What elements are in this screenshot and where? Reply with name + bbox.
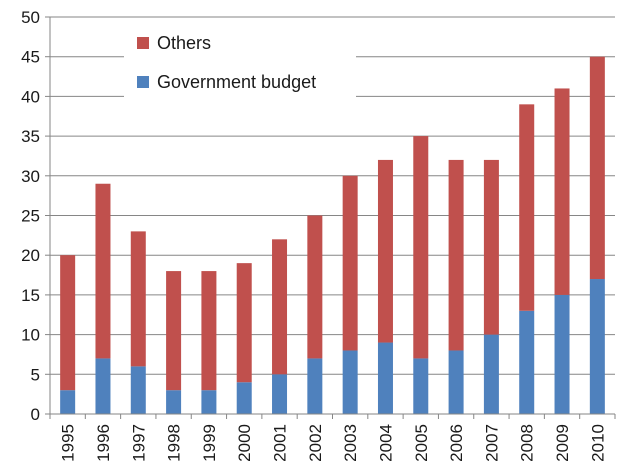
bar-government-budget-2006 [448,350,464,414]
bar-government-budget-2008 [519,310,535,414]
bar-others-2009 [554,88,570,295]
bar-government-budget-1995 [60,390,76,414]
x-tick-label: 2004 [376,424,395,462]
x-tick-label: 2006 [447,424,466,462]
y-tick-label: 0 [31,405,40,424]
x-tick-label: 1997 [129,424,148,462]
bar-government-budget-1996 [95,358,111,414]
bar-government-budget-2003 [342,350,358,414]
bar-others-2003 [342,175,358,351]
bar-others-2004 [377,159,393,343]
x-tick-label: 1996 [94,424,113,462]
bar-government-budget-2009 [554,294,570,414]
y-tick-label: 40 [21,87,40,106]
bar-government-budget-2010 [589,279,605,414]
bar-others-2008 [519,104,535,311]
x-tick-labels: 1995 1996 1997 1998 1999 2000 2001 2002 2003 2004… [59,424,608,462]
bar-government-budget-1997 [130,366,146,414]
legend-swatch-government-budget [137,76,149,88]
bar-others-2000 [236,263,252,383]
y-tick-label: 10 [21,326,40,345]
x-tick-label: 2008 [518,424,537,462]
bar-others-1996 [95,183,111,359]
legend-background [124,24,356,100]
bar-others-1999 [201,271,217,391]
y-tick-label: 5 [31,365,40,384]
bar-government-budget-2002 [307,358,323,414]
bar-others-1998 [166,271,182,391]
x-tick-label: 2005 [412,424,431,462]
legend: Others Government budget [124,24,356,100]
x-tick-label: 2009 [553,424,572,462]
y-tick-label: 50 [21,8,40,27]
y-tick-label: 30 [21,167,40,186]
axes [45,16,616,419]
x-tick-label: 2007 [482,424,501,462]
bar-others-1997 [130,231,146,367]
x-tick-label: 2010 [588,424,607,462]
bar-others-2006 [448,159,464,351]
bar-others-2001 [272,239,288,375]
bar-others-2010 [589,56,605,280]
y-tick-labels: 0 5 10 15 20 25 30 35 40 45 50 [21,8,40,424]
x-tick-label: 2000 [235,424,254,462]
bar-government-budget-1998 [166,390,182,414]
bar-government-budget-1999 [201,390,217,414]
x-tick-label: 2001 [271,424,290,462]
bar-government-budget-2001 [272,374,288,414]
legend-label-government-budget: Government budget [157,72,316,92]
bar-government-budget-2005 [413,358,429,414]
x-tick-label: 1999 [200,424,219,462]
x-tick-label: 1998 [165,424,184,462]
bar-others-2005 [413,136,429,359]
x-tick-label: 2002 [306,424,325,462]
x-tick-label: 1995 [59,424,78,462]
bars [60,56,605,414]
legend-swatch-others [137,37,149,49]
bar-others-1995 [60,255,76,391]
y-tick-label: 20 [21,246,40,265]
y-tick-label: 45 [21,48,40,67]
bar-government-budget-2007 [483,334,499,414]
legend-label-others: Others [157,33,211,53]
bar-others-2002 [307,215,323,359]
y-tick-label: 35 [21,127,40,146]
bar-others-2007 [483,159,499,335]
bar-government-budget-2000 [236,382,252,414]
x-tick-label: 2003 [341,424,360,462]
y-tick-label: 25 [21,207,40,226]
bar-government-budget-2004 [377,342,393,414]
y-tick-label: 15 [21,286,40,305]
